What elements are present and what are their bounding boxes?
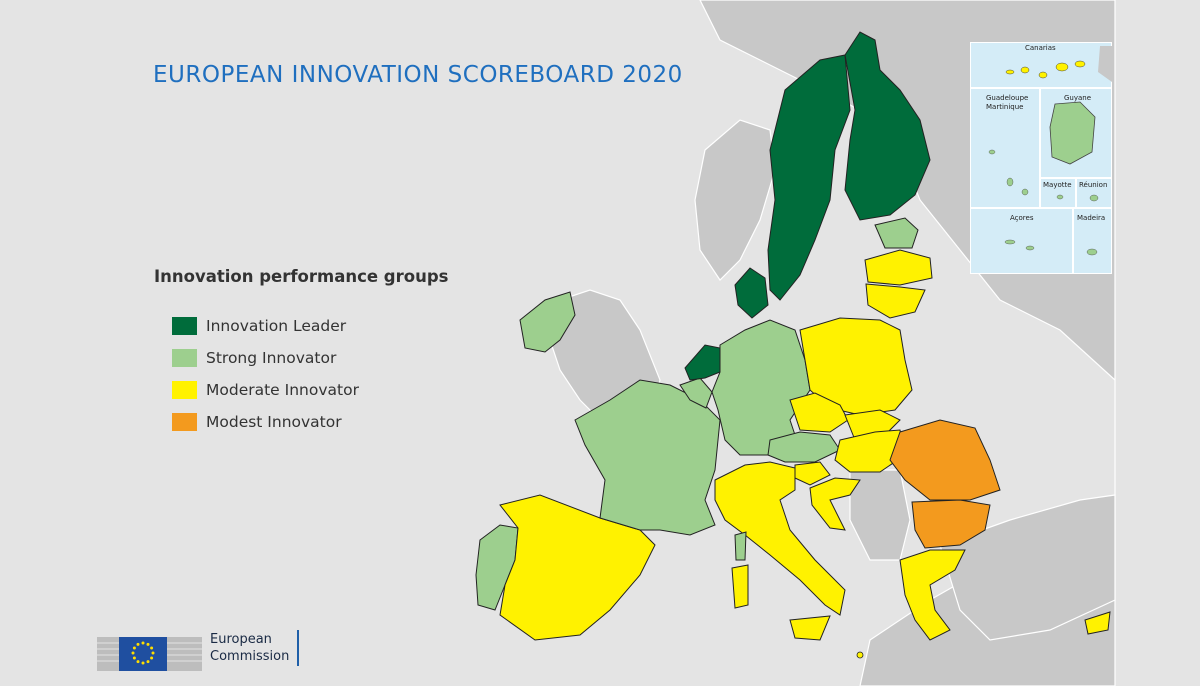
italy	[714, 461, 846, 616]
france	[574, 379, 721, 536]
lithuania	[865, 283, 926, 319]
legend-swatch	[172, 349, 197, 367]
logo-line1: European	[210, 632, 272, 647]
netherlands	[684, 344, 721, 381]
legend-label: Modest Innovator	[206, 413, 342, 431]
page-title: EUROPEAN INNOVATION SCOREBOARD 2020	[153, 62, 683, 88]
legend-label: Moderate Innovator	[206, 381, 359, 399]
inset-label-reunion: Réunion	[1079, 181, 1108, 189]
commission-building-icon	[97, 637, 202, 671]
latvia	[864, 249, 933, 286]
inset-label-acores: Açores	[1010, 214, 1034, 222]
malta	[856, 651, 864, 659]
european-commission-logo: European Commission	[97, 625, 300, 671]
croatia	[809, 477, 861, 531]
eu-stars-icon	[131, 641, 155, 665]
sicily	[789, 615, 831, 641]
finland	[844, 31, 931, 221]
cyprus	[1084, 611, 1111, 635]
legend-item-strong-innovator: Strong Innovator	[154, 342, 448, 374]
austria	[767, 431, 841, 463]
legend-swatch	[172, 381, 197, 399]
legend-title: Innovation performance groups	[154, 267, 449, 286]
poland	[799, 317, 913, 416]
legend-label: Strong Innovator	[206, 349, 337, 367]
insets-svg	[969, 41, 1113, 275]
inset-label-madeira: Madeira	[1077, 214, 1106, 222]
bulgaria	[911, 499, 991, 549]
greece	[899, 549, 966, 641]
logo-text: European Commission	[210, 631, 289, 665]
sweden	[767, 54, 851, 301]
legend: Innovation performance groups Innovation…	[154, 267, 448, 438]
legend-swatch	[172, 413, 197, 431]
legend-item-innovation-leader: Innovation Leader	[154, 310, 448, 342]
inset-label-canarias: Canarias	[1025, 44, 1056, 52]
ireland	[519, 291, 576, 353]
romania	[889, 419, 1001, 501]
corsica	[734, 531, 747, 561]
inset-label-guyane: Guyane	[1064, 94, 1092, 102]
outermost-regions-insets: Canarias Guadeloupe Martinique Guyane Ma…	[969, 41, 1113, 275]
legend-item-moderate-innovator: Moderate Innovator	[154, 374, 448, 406]
sardinia	[731, 564, 749, 609]
logo-divider	[297, 630, 300, 666]
inset-label-guadeloupe: Guadeloupe	[986, 94, 1029, 102]
logo-line2: Commission	[210, 649, 290, 664]
inset-label-mayotte: Mayotte	[1043, 181, 1072, 189]
legend-swatch	[172, 317, 197, 335]
slovenia	[794, 461, 831, 486]
denmark	[734, 267, 769, 319]
inset-label-martinique: Martinique	[986, 103, 1024, 111]
legend-item-modest-innovator: Modest Innovator	[154, 406, 448, 438]
legend-label: Innovation Leader	[206, 317, 347, 335]
estonia	[874, 217, 919, 249]
